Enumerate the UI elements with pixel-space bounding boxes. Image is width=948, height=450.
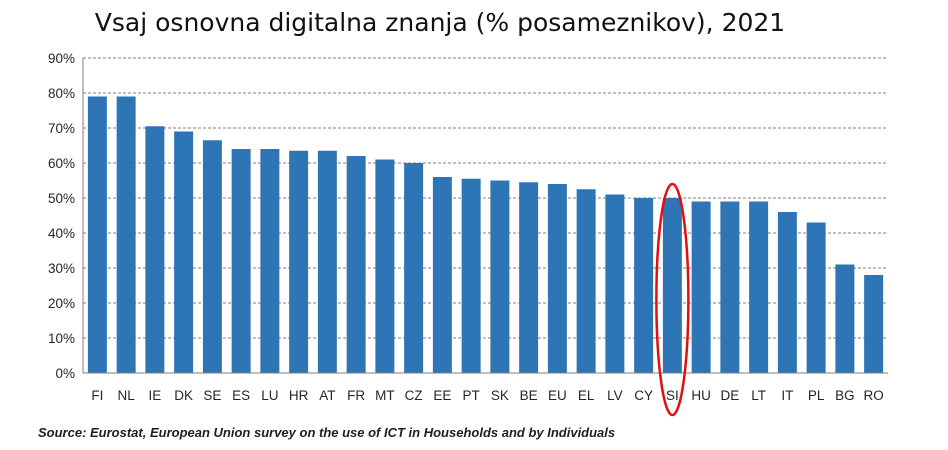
bar-de bbox=[720, 201, 740, 373]
bar-se bbox=[202, 140, 222, 373]
x-tick-label: HU bbox=[691, 388, 711, 403]
bar-hu bbox=[691, 201, 711, 373]
bar-it bbox=[777, 212, 797, 373]
x-tick-label: RO bbox=[864, 388, 884, 403]
x-tick-label: ES bbox=[232, 388, 250, 403]
bar-ro bbox=[864, 275, 884, 373]
bar-lt bbox=[749, 201, 769, 373]
y-tick-label: 50% bbox=[48, 191, 75, 206]
x-tick-label: IE bbox=[148, 388, 161, 403]
bar-be bbox=[519, 182, 539, 373]
bar-lu bbox=[260, 149, 280, 373]
bar-pl bbox=[806, 222, 826, 373]
bar-ie bbox=[145, 126, 165, 373]
x-tick-label: SI bbox=[666, 388, 679, 403]
highlight-ellipse bbox=[655, 182, 690, 417]
x-tick-label: NL bbox=[117, 388, 135, 403]
bar-hr bbox=[289, 150, 309, 373]
source-note: Source: Eurostat, European Union survey … bbox=[38, 425, 616, 440]
y-tick-label: 0% bbox=[55, 366, 75, 381]
bar-fr bbox=[346, 156, 366, 373]
y-tick-label: 70% bbox=[48, 121, 75, 136]
x-tick-label: MT bbox=[375, 388, 395, 403]
y-tick-label: 20% bbox=[48, 296, 75, 311]
x-tick-label: SE bbox=[203, 388, 221, 403]
y-tick-labels: 0% 10% 20% 30% 40% 50% 60% 70% 80% 90% bbox=[48, 51, 75, 381]
x-tick-label: PL bbox=[808, 388, 825, 403]
axes bbox=[82, 58, 888, 374]
x-tick-label: EL bbox=[578, 388, 595, 403]
x-tick-label: FR bbox=[347, 388, 365, 403]
x-tick-label: DE bbox=[720, 388, 739, 403]
x-tick-label: LT bbox=[751, 388, 766, 403]
x-tick-label: EE bbox=[433, 388, 451, 403]
bar-sk bbox=[490, 180, 510, 373]
x-tick-labels: FI NL IE DK SE ES LU HR AT FR MT CZ EE PT SK BE EU EL LV CY… bbox=[91, 388, 883, 403]
bar-cz bbox=[404, 163, 424, 373]
bar-si bbox=[662, 198, 682, 373]
x-tick-label: AT bbox=[319, 388, 335, 403]
bar-bg bbox=[835, 264, 855, 373]
x-tick-label: LU bbox=[261, 388, 278, 403]
x-tick-label: SK bbox=[491, 388, 509, 403]
bar-lv bbox=[605, 194, 625, 373]
x-tick-label: EU bbox=[548, 388, 567, 403]
bar-eu bbox=[547, 184, 567, 373]
y-tick-label: 60% bbox=[48, 156, 75, 171]
y-tick-label: 40% bbox=[48, 226, 75, 241]
x-tick-label: DK bbox=[174, 388, 193, 403]
bar-pt bbox=[461, 178, 481, 373]
bar-el bbox=[576, 189, 596, 373]
x-tick-label: LV bbox=[607, 388, 623, 403]
x-tick-label: PT bbox=[462, 388, 479, 403]
bar-mt bbox=[375, 159, 395, 373]
bar-cy bbox=[634, 198, 654, 373]
bar-chart: 0% 10% 20% 30% 40% 50% 60% 70% 80% 90% FI NL IE DK SE… bbox=[48, 51, 888, 417]
y-tick-label: 80% bbox=[48, 86, 75, 101]
y-tick-label: 30% bbox=[48, 261, 75, 276]
bar-ee bbox=[432, 177, 452, 373]
highlight-ellipse-layer bbox=[655, 182, 690, 417]
y-tick-label: 10% bbox=[48, 331, 75, 346]
bar-dk bbox=[174, 131, 194, 373]
bar-fi bbox=[87, 96, 107, 373]
x-tick-label: CZ bbox=[405, 388, 423, 403]
x-tick-label: BG bbox=[835, 388, 855, 403]
x-tick-label: HR bbox=[289, 388, 309, 403]
x-tick-label: FI bbox=[91, 388, 103, 403]
chart-title: Vsaj osnovna digitalna znanja (% posamez… bbox=[94, 8, 786, 37]
bar-nl bbox=[116, 96, 136, 373]
x-tick-label: BE bbox=[520, 388, 538, 403]
bars bbox=[87, 96, 884, 373]
x-tick-label: IT bbox=[781, 388, 793, 403]
y-tick-label: 90% bbox=[48, 51, 75, 66]
bar-at bbox=[317, 150, 337, 373]
x-tick-label: CY bbox=[634, 388, 653, 403]
bar-es bbox=[231, 149, 251, 373]
